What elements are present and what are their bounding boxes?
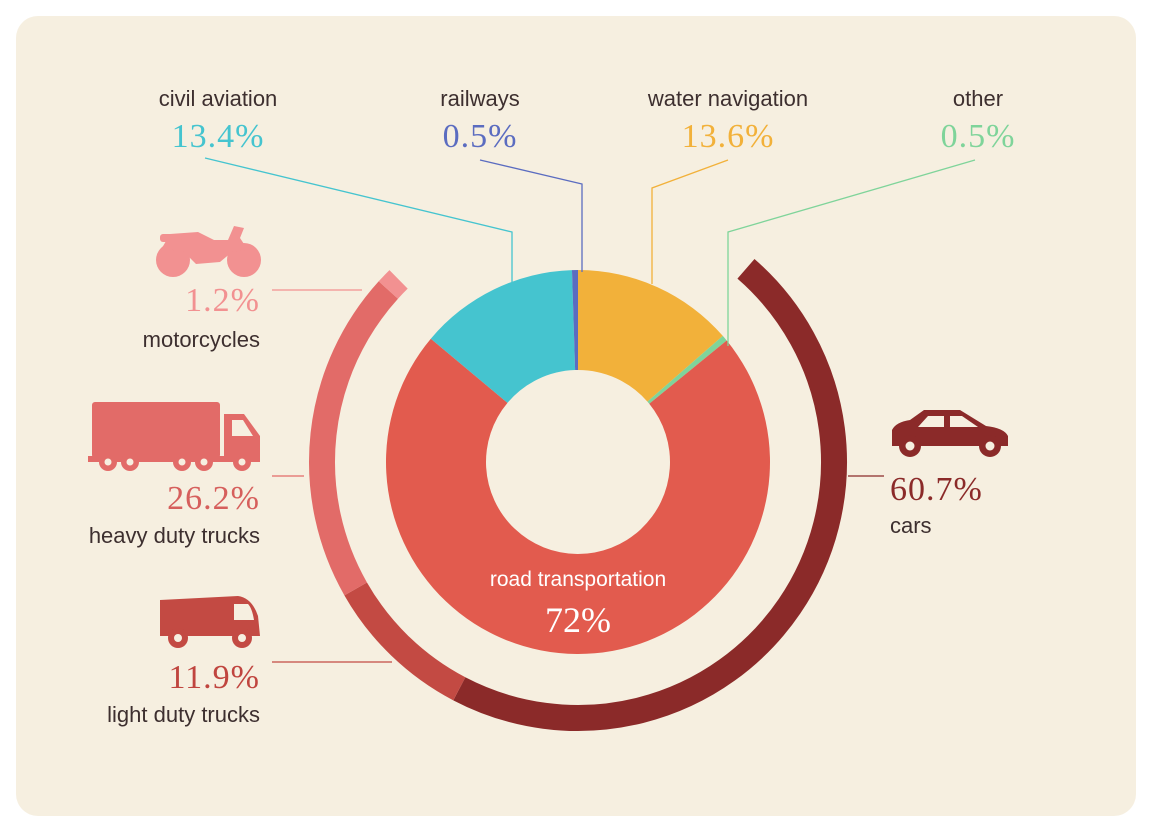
inner-slice-other: [647, 335, 727, 404]
heavy-truck-icon: [88, 402, 260, 471]
motorcycle-icon: [156, 226, 261, 277]
label-road-transportation: road transportation: [490, 568, 666, 591]
value-other: 0.5%: [941, 118, 1016, 155]
inner-slice-railways: [571, 270, 578, 371]
outer-arc-light-duty-trucks: [344, 582, 466, 701]
value-water-navigation: 13.6%: [682, 118, 775, 155]
value-road-transportation: 72%: [545, 600, 611, 640]
inner-slice-road-transportation: [386, 338, 770, 654]
inner-ring: [386, 270, 770, 654]
label-civil-aviation: civil aviation: [159, 86, 278, 111]
label-other: other: [953, 86, 1003, 111]
outer-arc-motorcycles: [378, 270, 408, 299]
label-light-duty-trucks: light duty trucks: [107, 702, 260, 727]
leader-line-other: [727, 159, 976, 346]
inner-slice-water-navigation: [578, 270, 723, 402]
value-light-duty-trucks: 11.9%: [168, 659, 260, 696]
leader-lines: [204, 157, 976, 663]
leader-line-civil-aviation: [204, 157, 513, 282]
value-civil-aviation: 13.4%: [172, 118, 265, 155]
label-heavy-duty-trucks: heavy duty trucks: [89, 523, 260, 548]
label-cars: cars: [890, 513, 932, 538]
leader-line-water-navigation: [651, 159, 729, 284]
outer-arc-cars: [453, 258, 847, 731]
value-motorcycles: 1.2%: [185, 282, 260, 319]
value-railways: 0.5%: [443, 118, 518, 155]
value-heavy-duty-trucks: 26.2%: [167, 480, 260, 517]
label-motorcycles: motorcycles: [143, 327, 260, 352]
outer-arc-heavy-duty-trucks: [309, 281, 399, 596]
value-cars: 60.7%: [890, 471, 983, 508]
leader-line-railways: [479, 159, 583, 272]
outer-ring: [309, 258, 847, 731]
label-water-navigation: water navigation: [647, 86, 808, 111]
inner-slice-civil-aviation: [430, 270, 576, 403]
label-railways: railways: [440, 86, 519, 111]
